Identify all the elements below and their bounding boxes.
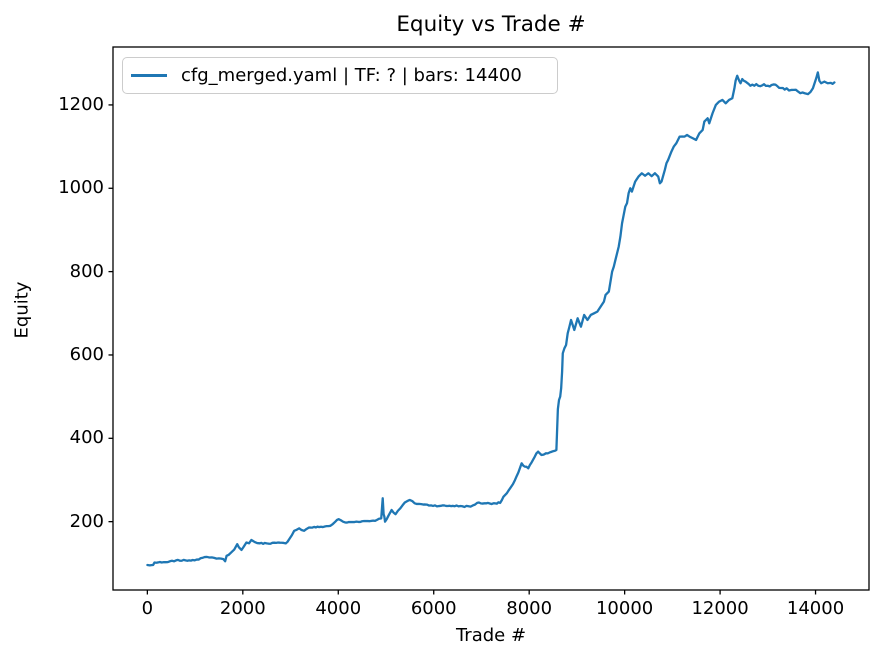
x-tick-label: 10000 — [595, 598, 654, 619]
y-tick-label: 1000 — [58, 177, 104, 199]
x-tick-label: 12000 — [691, 598, 749, 619]
x-axis-label: Trade # — [455, 625, 527, 646]
y-tick-label: 200 — [69, 510, 104, 532]
y-tick-label: 800 — [69, 260, 104, 282]
y-tick-label: 1200 — [58, 93, 104, 115]
y-axis-label: Equity — [11, 281, 33, 339]
legend-line-sample — [131, 74, 167, 77]
x-tick-label: 8000 — [506, 598, 553, 619]
y-tick-label: 400 — [69, 427, 104, 449]
x-tick-label: 6000 — [410, 598, 457, 619]
legend: cfg_merged.yaml | TF: ? | bars: 14400 — [122, 57, 558, 94]
x-tick-label: 2000 — [219, 598, 266, 619]
x-tick-label: 14000 — [786, 598, 845, 619]
legend-label: cfg_merged.yaml | TF: ? | bars: 14400 — [181, 65, 522, 86]
x-tick-label: 0 — [141, 598, 154, 619]
x-tick-label: 4000 — [315, 598, 362, 619]
chart-title: Equity vs Trade # — [396, 12, 586, 37]
y-tick-label: 600 — [69, 343, 104, 365]
